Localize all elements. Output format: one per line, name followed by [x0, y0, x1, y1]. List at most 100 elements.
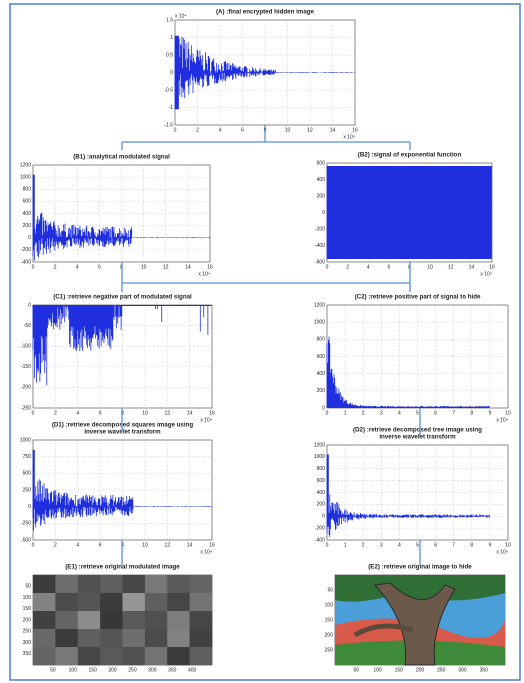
y-tick-label: -600	[315, 259, 325, 265]
y-tick-label: 1	[170, 35, 173, 41]
x-tick-label: 12	[448, 264, 454, 270]
y-tick-label: -250	[21, 521, 31, 527]
frame	[9, 3, 521, 681]
y-tick-label: 800	[23, 187, 32, 193]
y-tick-label: 0	[28, 235, 31, 241]
x-tick-label: 150	[395, 667, 404, 673]
image-block	[122, 629, 146, 648]
x-tick-label: 100	[373, 667, 382, 673]
x-tick-label: 300	[148, 667, 157, 673]
x-tick-label: 16	[207, 264, 213, 270]
image-block	[100, 593, 123, 612]
image-block	[167, 629, 190, 648]
image-block	[33, 611, 56, 630]
x-tick-label: 1	[344, 542, 347, 548]
x-tick-label: 150	[88, 667, 97, 673]
panel-title: (E1) :retrieve original modulated image	[65, 564, 180, 571]
x-tick-label: 12	[307, 127, 313, 133]
waveform	[32, 174, 210, 261]
y-tick-label: 50	[25, 584, 31, 590]
y-tick-label: -200	[21, 247, 31, 253]
x-tick-label: 0	[326, 410, 329, 416]
y-tick-label: 50	[327, 587, 333, 593]
x-tick-label: 250	[128, 667, 137, 673]
image-block	[144, 593, 168, 612]
y-tick-label: 1000	[314, 454, 325, 460]
panel-title: inverse wavelet transform	[379, 434, 456, 441]
y-tick-label: 150	[23, 606, 32, 612]
y-tick-label: 300	[23, 640, 32, 646]
image-block	[167, 647, 190, 666]
panel: (A) :final encrypted hidden image 1.5 1 0.5…	[164, 9, 358, 141]
x-tick-label: 0	[32, 264, 35, 270]
y-tick-label: 600	[23, 199, 32, 205]
x-tick-label: 0	[32, 542, 35, 548]
x-tick-label: 16	[489, 264, 495, 270]
image-block	[33, 629, 56, 648]
connectors	[121, 125, 421, 565]
y-tick-label: 0	[170, 70, 173, 76]
image-block	[144, 647, 168, 666]
panel: (E2) :retrieve original image to hide 50 1…	[325, 564, 506, 673]
y-tick-label: 0.5	[166, 52, 173, 58]
x-tick-label: 0	[326, 542, 329, 548]
y-tick-label: 200	[325, 632, 334, 638]
y-tick-label: 1000	[20, 437, 31, 443]
x-tick-label: 4	[76, 264, 79, 270]
image-block	[189, 593, 213, 612]
x-tick-label: 9	[489, 542, 492, 548]
y-tick-label: 0	[322, 514, 325, 520]
x-tick-label: 50	[50, 667, 56, 673]
waveform	[326, 165, 492, 260]
y-tick-label: 100	[325, 602, 334, 608]
y-tick-label: 400	[23, 211, 32, 217]
y-tick-label: 150	[325, 617, 334, 623]
image-block	[55, 575, 79, 594]
panel-title: (C2) :retrieve positive part of signal t…	[355, 294, 481, 301]
y-tick-label: 200	[317, 193, 326, 199]
y-tick-label: 600	[317, 354, 326, 360]
image-block	[189, 575, 213, 594]
x-tick-label: 10	[505, 542, 511, 548]
y-tick-label: 400	[317, 371, 326, 377]
waveform	[326, 454, 490, 538]
trunk	[374, 582, 456, 666]
waveform	[326, 336, 490, 408]
x-tick-label: 10	[141, 264, 147, 270]
image-block	[55, 647, 79, 666]
image-block	[167, 593, 190, 612]
y-tick-label: 1200	[20, 162, 31, 168]
x-tick-label: 4	[367, 264, 370, 270]
y-tick-label: 250	[325, 647, 334, 653]
x-tick-label: 10	[505, 410, 511, 416]
x-exponent: x 10⁴	[198, 271, 210, 277]
y-tick-label: 600	[317, 160, 326, 166]
y-tick-label: -400	[315, 243, 325, 249]
image-block	[77, 629, 101, 648]
panel: (B1) :analytical modulated signal1200100…	[20, 154, 213, 278]
y-tick-label: -100	[21, 344, 31, 350]
y-tick-label: 200	[23, 223, 32, 229]
branch	[353, 623, 414, 638]
image-block	[55, 593, 79, 612]
x-exponent: x 10⁴	[200, 549, 212, 555]
image-block	[55, 629, 79, 648]
y-tick-label: 1000	[20, 174, 31, 180]
y-tick-label: 1.5	[166, 17, 173, 23]
y-tick-label: 600	[317, 478, 326, 484]
x-tick-label: 6	[98, 264, 101, 270]
x-tick-label: 1	[344, 410, 347, 416]
x-tick-label: 14	[185, 264, 191, 270]
image-block	[122, 611, 146, 630]
y-tick-label: 1200	[314, 442, 325, 448]
y-tick-label: 200	[317, 388, 326, 394]
image-block	[189, 647, 213, 666]
waveform	[32, 305, 212, 386]
image-block	[167, 611, 190, 630]
image-block	[100, 575, 123, 594]
image-block	[100, 611, 123, 630]
x-tick-label: 200	[108, 667, 117, 673]
y-tick-label: 0	[28, 504, 31, 510]
y-tick-label: 200	[317, 502, 326, 508]
y-tick-label: -1	[169, 105, 174, 111]
